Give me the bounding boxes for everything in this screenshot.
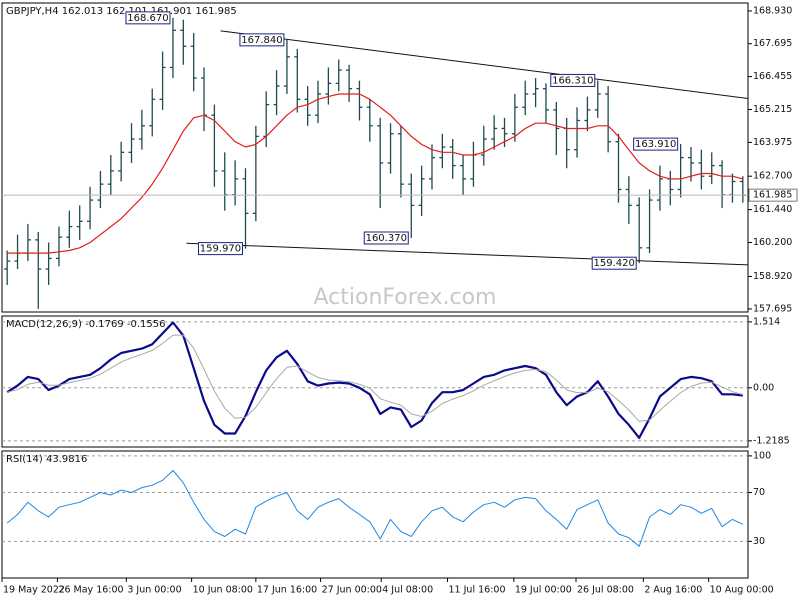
annotation-label: 159.420 [594,258,635,269]
series-line [6,470,744,547]
annotation-box [197,242,243,256]
annotation-box [125,11,171,25]
pane-frame [1,450,749,579]
pane-plot [2,321,748,442]
trendline [186,242,748,266]
x-tick-label: 2 Aug 16:00 [644,585,702,596]
x-tick-label: 19 May 2022 [3,585,65,596]
y-tick-label: 168.930 [753,5,792,16]
annotation-box [239,33,285,47]
series-line [6,321,743,439]
y-tick-label: 167.695 [753,38,792,49]
y-tick-label: 160.200 [753,237,792,248]
y-tick-label: 158.920 [753,271,792,282]
y-tick-label: 161.440 [753,204,792,215]
y-tick-label: 70 [753,487,765,498]
last-price-box [748,188,798,202]
watermark: ActionForex.com [314,285,497,310]
pane-title: MACD(12,26,9) -0.1769 -0.1556 [6,319,166,330]
y-tick-label: 166.455 [753,71,792,82]
y-tick-label: 0.00 [753,382,774,393]
y-tick-label: 163.975 [753,137,792,148]
annotation-box [363,231,409,245]
pane-title: RSI(14) 43.9816 [6,454,87,465]
annotation-label: 166.310 [552,75,593,86]
y-tick-label: 30 [753,536,765,547]
series-line [7,93,743,254]
y-tick-label: 1.514 [753,316,780,327]
x-tick-label: 4 Jul 08:00 [382,585,433,596]
x-tick-label: 19 Jul 00:00 [515,585,572,596]
annotation-box [633,137,679,151]
y-tick-label: 165.215 [753,104,792,115]
annotation-label: 160.370 [366,233,407,244]
y-tick-label: 162.700 [753,171,792,182]
x-tick-label: 17 Jun 16:00 [257,585,317,596]
trendline [220,30,748,99]
x-tick-label: 3 Jun 00:00 [127,585,181,596]
x-tick-label: 26 Jul 08:00 [577,585,634,596]
pane-frame [1,2,749,313]
x-tick-label: 10 Jun 08:00 [193,585,253,596]
last-price-label: 161.985 [753,190,792,201]
pane-frame [1,315,749,448]
x-tick-label: 26 May 16:00 [58,585,123,596]
y-tick-label: -1.2185 [753,435,790,446]
x-tick-label: 10 Aug 00:00 [710,585,774,596]
annotation-box [550,73,596,87]
pane-plot [2,17,748,309]
y-tick-label: 157.695 [753,303,792,314]
x-tick-label: 27 Jun 00:00 [322,585,382,596]
annotation-label: 167.840 [241,35,282,46]
pane-plot [2,455,748,547]
annotation-label: 159.970 [200,244,241,255]
annotation-box [591,256,637,270]
x-tick-label: 11 Jul 16:00 [449,585,506,596]
annotation-label: 163.910 [635,139,676,150]
pane-title: GBPJPY,H4 162.013 162.101 161.901 161.98… [6,6,237,17]
annotation-label: 168.670 [127,13,168,24]
series-line [7,334,743,422]
y-tick-label: 100 [753,450,771,461]
